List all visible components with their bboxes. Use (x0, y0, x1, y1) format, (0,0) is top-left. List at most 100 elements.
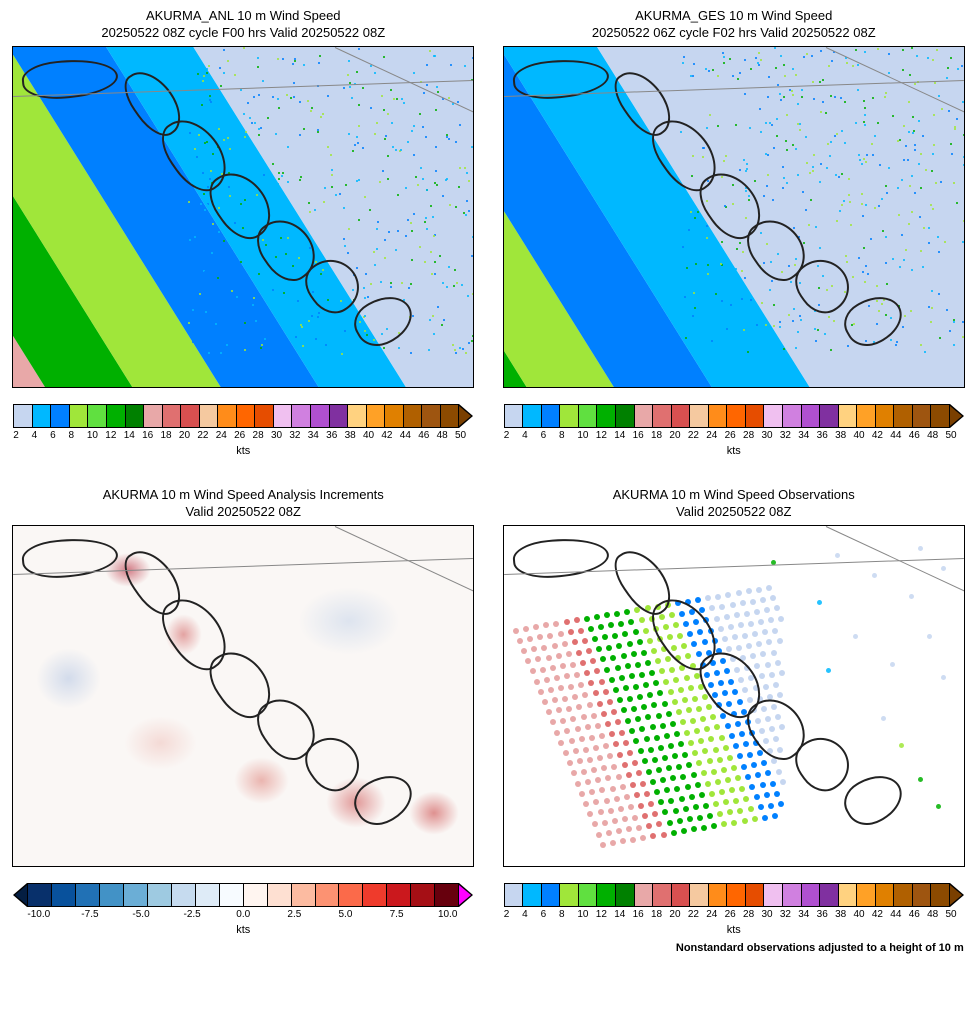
obs-dot (748, 621, 754, 627)
obs-dot (749, 784, 755, 790)
colorbar-tick: 46 (909, 909, 927, 920)
colorbar-tick: 40 (853, 430, 871, 441)
obs-dot (677, 818, 683, 824)
colorbar-swatch (913, 884, 932, 906)
obs-dot (706, 704, 712, 710)
colorbar-tick: 28 (743, 430, 761, 441)
obs-dot (752, 631, 758, 637)
obs-dot (624, 794, 630, 800)
colorbar-right-arrow (459, 404, 473, 428)
obs-dot (680, 774, 686, 780)
obs-dot (764, 792, 770, 798)
obs-dot (606, 645, 612, 651)
colorbar-tick: 8 (559, 430, 577, 441)
obs-dot (651, 702, 657, 708)
obs-dot (713, 747, 719, 753)
colorbar-swatch (579, 405, 598, 427)
obs-dot (770, 595, 776, 601)
obs-dot (688, 740, 694, 746)
obs-dot (630, 782, 636, 788)
obs-dot (592, 821, 598, 827)
obs-dot (765, 770, 771, 776)
obs-dot (612, 633, 618, 639)
obs-dot (665, 656, 671, 662)
scatter-dot (890, 662, 895, 667)
obs-dot (614, 796, 620, 802)
obs-dot (726, 646, 732, 652)
obs-dot (731, 765, 737, 771)
obs-dot (604, 798, 610, 804)
obs-dot (666, 711, 672, 717)
obs-dot (564, 619, 570, 625)
colorbar-swatch (367, 405, 386, 427)
colorbar-tick: 22 (197, 430, 215, 441)
obs-dot (662, 701, 668, 707)
obs-dot (671, 830, 677, 836)
obs-dot (698, 738, 704, 744)
obs-dot (705, 781, 711, 787)
colorbar-tick: 14 (614, 430, 632, 441)
obs-dot (719, 604, 725, 610)
colorbar-tick: 12 (596, 909, 614, 920)
obs-dot (624, 609, 630, 615)
colorbar-swatch (268, 884, 292, 906)
obs-dot (609, 731, 615, 737)
obs-dot (731, 820, 737, 826)
colorbar-tick: 28 (253, 430, 271, 441)
colorbar-tick: 2 (13, 430, 31, 441)
colorbar-swatch (783, 405, 802, 427)
colorbar-tick: 34 (798, 430, 816, 441)
obs-dot (583, 801, 589, 807)
colorbar-swatch (894, 884, 913, 906)
obs-dot (601, 711, 607, 717)
obs-dot (708, 736, 714, 742)
scatter-dot (817, 600, 822, 605)
obs-dot (735, 721, 741, 727)
colorbar-tick: 14 (124, 430, 142, 441)
obs-dot (614, 611, 620, 617)
obs-dot (622, 762, 628, 768)
obs-dot (580, 660, 586, 666)
obs-dot (564, 728, 570, 734)
title-top-right: AKURMA_GES 10 m Wind Speed 20250522 06Z … (592, 8, 876, 42)
colorbar-swatch (709, 884, 728, 906)
obs-dot (737, 753, 743, 759)
obs-dot (521, 648, 527, 654)
colorbar-swatch (857, 884, 876, 906)
figure-grid: AKURMA_ANL 10 m Wind Speed 20250522 08Z … (8, 8, 969, 954)
obs-dot (594, 668, 600, 674)
obs-dot (560, 718, 566, 724)
colorbar-swatch (52, 884, 76, 906)
obs-dot (719, 735, 725, 741)
colorbar-tick: 42 (381, 430, 399, 441)
obs-dot (633, 684, 639, 690)
colorbar-tick: 4 (522, 909, 540, 920)
obs-dot (700, 716, 706, 722)
obs-dot (746, 588, 752, 594)
obs-dot (774, 605, 780, 611)
colorbar-tick: 30 (761, 909, 779, 920)
colorbar-left-arrow (13, 883, 27, 907)
obs-dot (550, 719, 556, 725)
colorbar-tick: -2.5 (167, 909, 218, 920)
obs-dot (599, 733, 605, 739)
colorbar-tick: 20 (179, 430, 197, 441)
obs-dot (709, 791, 715, 797)
obs-dot (761, 760, 767, 766)
obs-dot (641, 704, 647, 710)
obs-dot (678, 687, 684, 693)
obs-dot (638, 803, 644, 809)
obs-dot (558, 631, 564, 637)
obs-dot (540, 667, 546, 673)
scatter-dot (826, 668, 831, 673)
obs-dot (707, 758, 713, 764)
obs-dot (645, 714, 651, 720)
colorbar-tick: 10 (87, 430, 105, 441)
increment-blob (124, 716, 198, 770)
obs-dot (695, 782, 701, 788)
obs-dot (552, 697, 558, 703)
coastline-segment (837, 765, 911, 833)
obs-dot (615, 719, 621, 725)
obs-dot (629, 728, 635, 734)
obs-dot (736, 590, 742, 596)
